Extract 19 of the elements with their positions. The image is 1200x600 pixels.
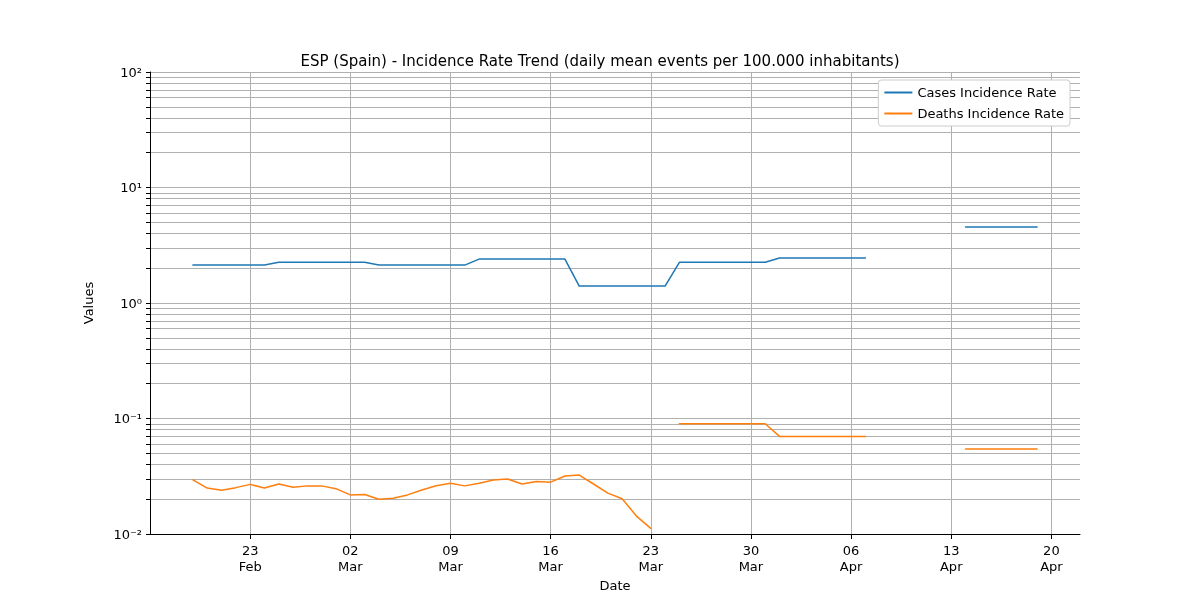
x-tick-label: 20 Apr	[1040, 542, 1064, 574]
x-tick-label: 16 Mar	[538, 542, 564, 574]
x-tick-label: 02 Mar	[338, 542, 364, 574]
legend-label: Cases Incidence Rate	[917, 85, 1057, 100]
y-tick-label: 10⁻²	[113, 526, 142, 542]
y-tick-label: 10⁻¹	[113, 411, 142, 426]
y-tick-label: 10⁰	[120, 295, 142, 311]
legend-label: Deaths Incidence Rate	[917, 106, 1064, 121]
x-tick-label: 30 Mar	[738, 542, 764, 574]
y-axis-title: Values	[81, 281, 96, 325]
x-tick-label: 23 Feb	[238, 542, 262, 574]
x-tick-label: 09 Mar	[438, 542, 464, 574]
x-tick-label: 06 Apr	[839, 542, 863, 574]
x-axis-title: Date	[599, 577, 631, 593]
x-tick-label: 23 Mar	[638, 542, 664, 574]
chart-title: ESP (Spain) - Incidence Rate Trend (daily mean events per 100.000 inhabitants)	[300, 51, 900, 70]
y-tick-label: 10²	[120, 64, 142, 80]
y-tick-label: 10¹	[120, 180, 142, 195]
x-tick-label: 13 Apr	[939, 542, 964, 574]
